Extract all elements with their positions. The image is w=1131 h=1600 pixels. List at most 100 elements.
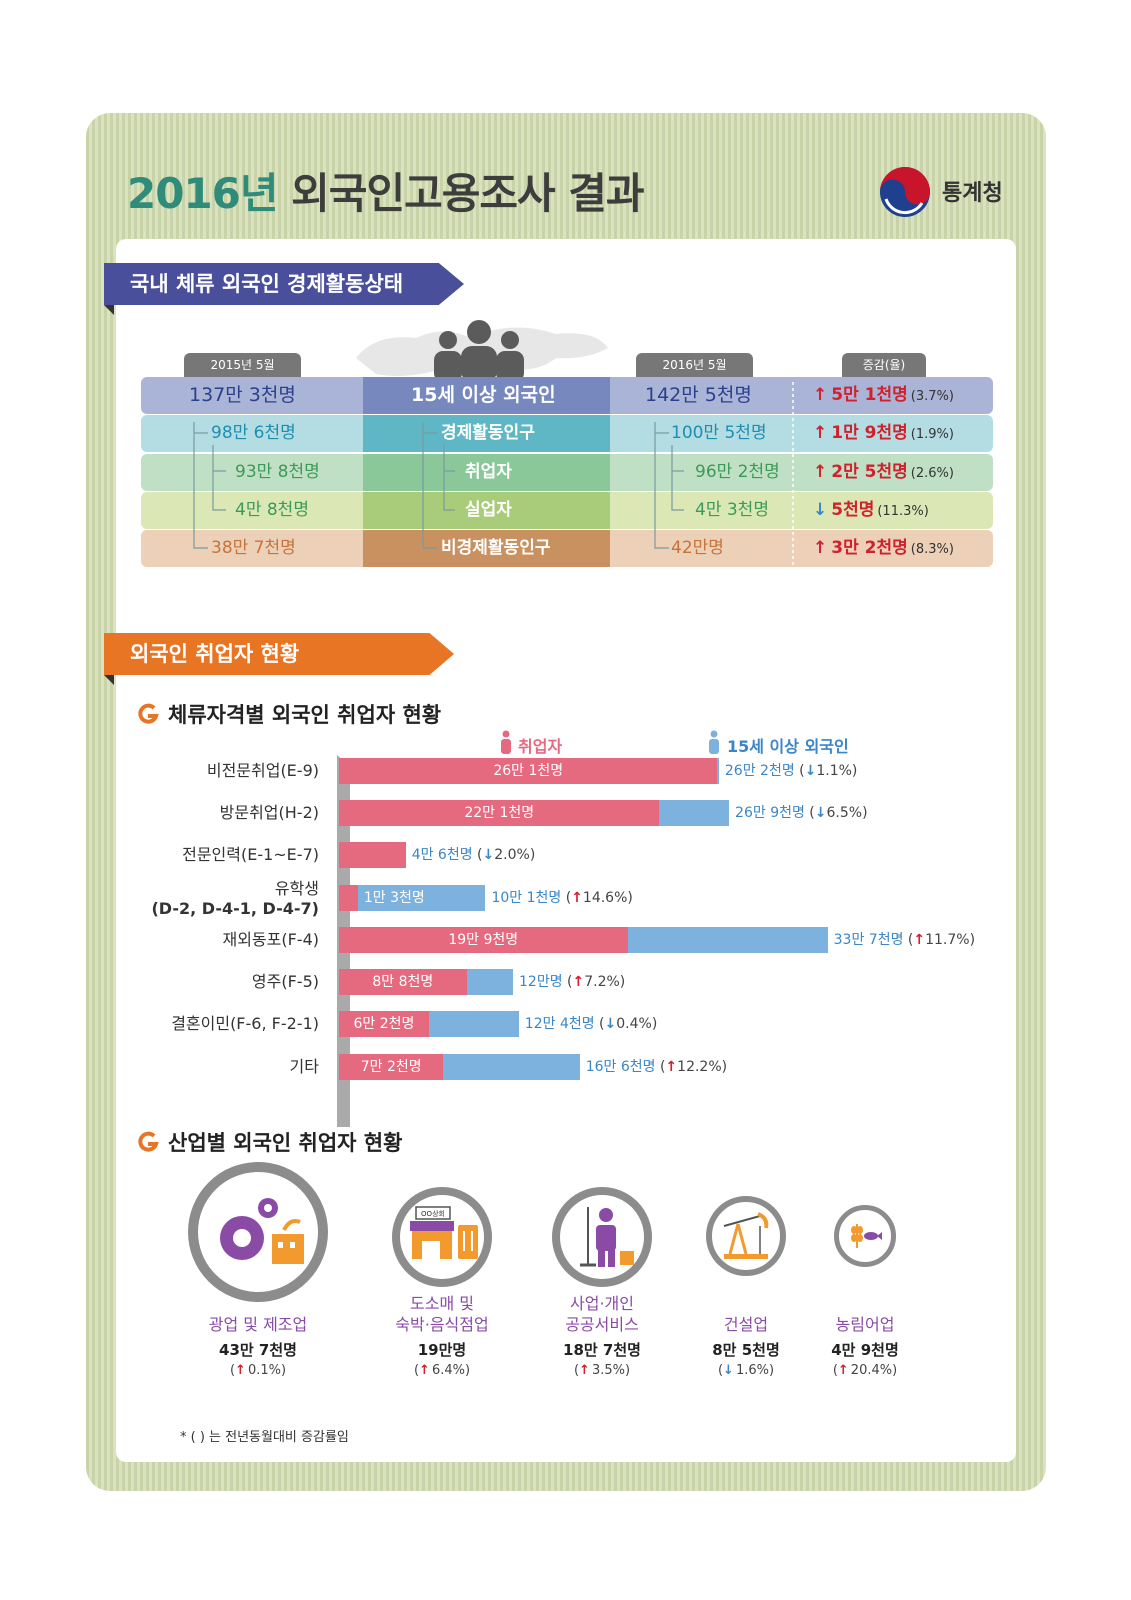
industry-name-line2: 숙박·음식점업 [395, 1315, 489, 1334]
bar-total-text: 12만명 [519, 974, 563, 990]
paren-open: ( [573, 1363, 580, 1378]
column-2015: 2015년 5월 [184, 353, 301, 377]
value-2016: 4만 3천명 [695, 500, 769, 520]
legend-total: 15세 이상 외국인 [727, 737, 849, 756]
paren-open: ( [413, 1363, 420, 1378]
industry-name-line2: 공공서비스 [565, 1315, 639, 1334]
arrow-up-icon: ↑ [813, 423, 828, 443]
industry-circle-agriculture [834, 1205, 896, 1267]
bar-label-main: 비전문취업(E-9) [206, 761, 319, 780]
status-row: 4만 8천명 실업자 4만 3천명 ↓ 5천명 (11.3%) [141, 492, 993, 529]
industry-item: 도소매 및 숙박·음식점업 19만명 (↑ 6.4%) [357, 1293, 527, 1378]
bar-total-text: 16만 6천명 [585, 1059, 656, 1075]
bar-employed-value: 26만 1천명 [493, 763, 564, 779]
gear-factory-icon [220, 1198, 304, 1264]
bar-employed-value: 8만 8천명 [372, 974, 434, 990]
arrow-up-icon: ↑ [837, 1363, 849, 1378]
bar-total-value: 10만 1천명 (↑14.6%) [491, 885, 632, 911]
bar-label: 유학생 (D-2, D-4-1, D-4-7) [151, 879, 319, 919]
status-row-center-band [363, 415, 610, 452]
bar-label: 방문취업(H-2) [220, 803, 319, 823]
bullet-g-icon [138, 703, 159, 724]
change-value: 5만 1천명 [831, 385, 908, 405]
bar-label-main: 유학생 [274, 879, 319, 898]
bar-total-value: 26만 2천명 (↓1.1%) [725, 758, 858, 784]
industry-change-value: 1.6%) [735, 1363, 775, 1378]
paren-open: ( [229, 1363, 236, 1378]
wheat-fish-icon [851, 1224, 882, 1248]
bar-total-value: 12만명 (↑7.2%) [519, 969, 625, 995]
arrow-up-icon: ↑ [813, 385, 828, 405]
paren-open: ( [832, 1363, 838, 1378]
bar-total-value: 12만 4천명 (↓0.4%) [525, 1011, 658, 1037]
arrow-up-icon: ↑ [579, 1363, 590, 1378]
item-label: 실업자 [465, 500, 512, 520]
bar-change: 11.7%) [925, 932, 976, 948]
statistics-korea-logo-icon [880, 167, 930, 217]
industry-change: (↑ 20.4%) [780, 1363, 950, 1378]
industry-circle-retail: OO상회 [392, 1187, 492, 1287]
bar-total-text: 33만 7천명 [833, 932, 904, 948]
item-label: 경제활동인구 [441, 423, 535, 443]
bar-label-main: 기타 [289, 1057, 319, 1076]
industry-value: 8만 5천명 [712, 1341, 780, 1359]
bar-label-sub: (D-2, D-4-1, D-4-7) [151, 899, 319, 918]
industry-item: 광업 및 제조업 43만 7천명 (↑ 0.1%) [173, 1314, 343, 1378]
status-row-center-band [363, 492, 610, 529]
arrow-up-icon: ↑ [813, 462, 828, 482]
item-label: 취업자 [465, 462, 512, 482]
bar-employed [339, 969, 467, 995]
industry-item: 사업·개인 공공서비스 18만 7천명 (↑ 3.5%) [517, 1293, 687, 1378]
arrow-down-icon: ↓ [482, 847, 495, 863]
section2-ribbon: 외국인 취업자 현황 [104, 633, 454, 675]
bar-label-main: 전문인력(E-1~E-7) [182, 845, 319, 864]
bar-label: 전문인력(E-1~E-7) [182, 845, 319, 865]
industry-change: (↑ 0.1%) [173, 1363, 343, 1378]
industry-name: 도소매 및 [410, 1294, 474, 1313]
change-cell: ↑ 1만 9천명 (1.9%) [813, 415, 954, 452]
bar-label-main: 결혼이민(F-6, F-2-1) [171, 1014, 319, 1033]
people-group-icon [434, 320, 524, 382]
industry-change: (↑ 3.5%) [517, 1363, 687, 1378]
sub-heading-visa: 체류자격별 외국인 취업자 현황 [168, 703, 442, 727]
industry-circle-services [552, 1187, 652, 1287]
value-2015: 4만 8천명 [235, 500, 309, 520]
bar-total-text: 10만 1천명 [491, 890, 562, 906]
value-2016: 42만명 [671, 538, 724, 558]
arrow-down-icon: ↓ [814, 805, 827, 821]
bar-employed-value: 7만 2천명 [360, 1059, 422, 1075]
status-row-center-band [363, 454, 610, 491]
arrow-up-icon: ↑ [913, 932, 926, 948]
change-cell: ↑ 3만 2천명 (8.3%) [813, 530, 954, 567]
change-value: 2만 5천명 [831, 462, 908, 482]
change-rate: (1.9%) [910, 427, 954, 442]
status-row-center-band [363, 377, 610, 414]
bar-change: 12.2%) [677, 1059, 728, 1075]
arrow-up-icon: ↑ [419, 1363, 430, 1378]
store-sign-text: OO상회 [421, 1209, 445, 1218]
bar-total [339, 885, 486, 911]
bar-label-main: 방문취업(H-2) [219, 803, 319, 822]
bar-employed [339, 800, 660, 826]
change-cell: ↑ 5만 1천명 (3.7%) [813, 377, 954, 414]
bar-employed-value: 1만 3천명 [363, 890, 425, 906]
industry-value: 43만 7천명 [219, 1341, 297, 1359]
industry-name: 농림어업 [835, 1315, 895, 1334]
title-year: 2016년 [127, 169, 279, 218]
cleaner-worker-icon [580, 1207, 634, 1267]
column-2016: 2016년 5월 [636, 353, 753, 377]
paren-open: ( [655, 1059, 666, 1075]
bar-change: 2.0%) [494, 847, 536, 863]
change-value: 1만 9천명 [831, 423, 908, 443]
bar-total-value: 4만 6천명 (↓2.0%) [412, 842, 536, 868]
sub-heading-industry: 산업별 외국인 취업자 현황 [168, 1131, 403, 1155]
paren-open: ( [594, 1016, 605, 1032]
legend-employed: 취업자 [518, 737, 563, 756]
ribbon-fold [104, 675, 114, 685]
bar-employed [339, 1011, 429, 1037]
bar-total-text: 26만 9천명 [735, 805, 805, 821]
industry-item: 건설업 8만 5천명 (↓ 1.6%) [661, 1314, 831, 1378]
bar-employed [339, 927, 628, 953]
status-row: 98만 6천명 경제활동인구 100만 5천명 ↑ 1만 9천명 (1.9%) [141, 415, 993, 452]
status-row: 137만 3천명 15세 이상 외국인 142만 5천명 ↑ 5만 1천명 (3.7%) [141, 377, 993, 414]
